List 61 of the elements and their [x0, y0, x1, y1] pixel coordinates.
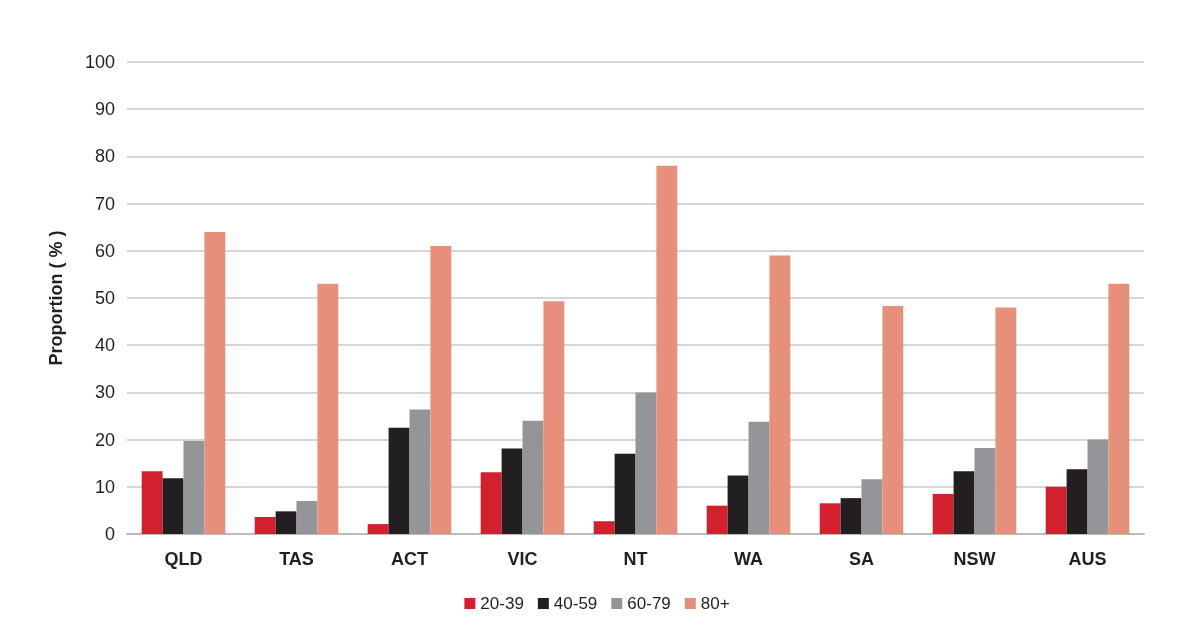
bar: [204, 231, 226, 534]
legend-label: 80+: [700, 594, 730, 613]
x-tick-label: QLD: [164, 549, 203, 569]
x-tick-label: ACT: [391, 549, 428, 569]
y-tick-label: 80: [94, 146, 115, 167]
y-tick-label: 40: [94, 335, 115, 356]
bar: [840, 498, 862, 534]
bar: [727, 475, 749, 534]
bar: [953, 471, 975, 534]
bar: [501, 448, 523, 534]
bar: [388, 427, 410, 534]
bar: [819, 503, 841, 534]
y-tick-label: 30: [94, 382, 115, 403]
bar: [1045, 486, 1067, 534]
x-tick-label: NT: [623, 549, 648, 569]
bar: [430, 246, 452, 534]
bar: [706, 505, 728, 534]
bar: [861, 479, 883, 534]
bar: [409, 409, 431, 534]
x-tick-label: SA: [848, 549, 875, 569]
bar: [769, 255, 791, 534]
bar: [1066, 469, 1088, 534]
y-tick-label: 90: [94, 99, 115, 120]
bar: [367, 524, 389, 534]
bar: [593, 521, 615, 534]
y-tick-label: 70: [94, 193, 115, 214]
bar: [480, 472, 502, 534]
bar: [614, 453, 636, 534]
bar: [656, 165, 678, 534]
y-tick-label: 50: [94, 288, 115, 308]
x-tick-label: WA: [734, 549, 763, 569]
legend-label: 20-39: [480, 594, 524, 613]
bar: [1087, 439, 1109, 534]
bar: [141, 471, 163, 534]
bar: [932, 493, 954, 534]
x-tick-label: TAS: [279, 549, 314, 569]
y-axis-title: Proportion ( % ): [46, 230, 66, 366]
bar: [275, 511, 297, 534]
bar: [522, 420, 544, 534]
y-tick-label: 20: [94, 429, 115, 450]
y-tick-label: 0: [104, 524, 115, 544]
bar: [543, 301, 565, 534]
bar: [317, 283, 339, 534]
bar: [748, 421, 770, 534]
bar: [254, 517, 276, 534]
legend-label: 40-59: [553, 594, 598, 613]
y-tick-label: 10: [94, 476, 115, 497]
bar: [1108, 283, 1130, 534]
x-tick-label: AUS: [1068, 549, 1107, 569]
y-tick-label: 60: [94, 240, 115, 261]
bar: [995, 307, 1017, 534]
y-tick-label: 100: [84, 52, 115, 72]
bar: [296, 500, 318, 534]
x-tick-label: NSW: [953, 549, 996, 569]
bar: [882, 306, 904, 534]
x-tick-label: VIC: [507, 549, 538, 569]
bar: [183, 441, 205, 534]
bar: [635, 392, 657, 534]
legend-label: 60-79: [627, 594, 671, 613]
bar: [162, 478, 184, 534]
bar: [974, 448, 996, 534]
